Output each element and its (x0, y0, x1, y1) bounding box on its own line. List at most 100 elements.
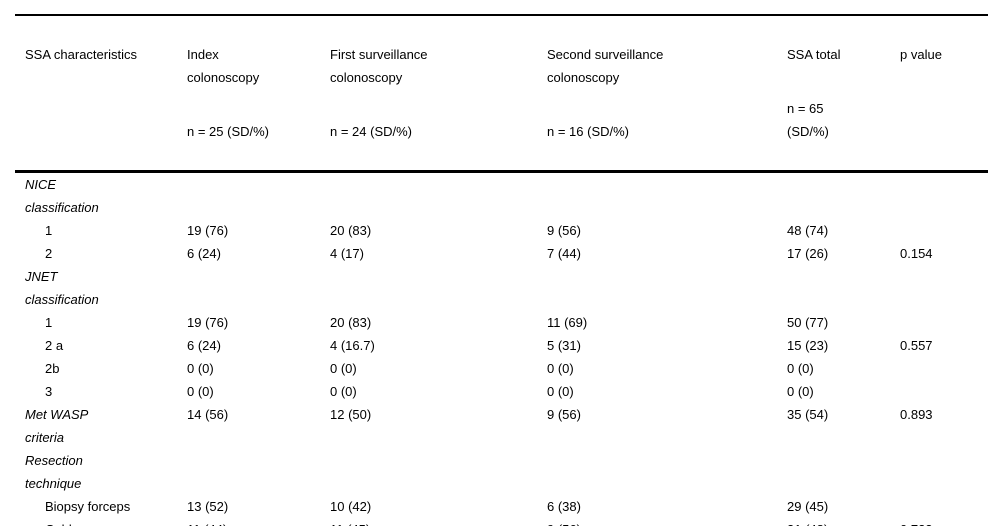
row-label-cell: 2 a (45, 338, 64, 353)
table-row: Met WASP criteria 14 (56) 12 (50) 9 (56) 35… (15, 403, 988, 449)
value-cell (787, 265, 900, 311)
p-value-cell (900, 219, 988, 242)
col-header-label: SSA characteristics (25, 47, 137, 62)
value-cell (330, 449, 547, 495)
table-row: 3 0 (0) 0 (0) 0 (0) 0 (0) (15, 380, 988, 403)
col-header-sub: n = 65 (SD/%) (787, 101, 829, 139)
col-header-p-value: p value (900, 15, 988, 172)
row-label-cell: 1 (45, 315, 53, 330)
value-cell: 0 (0) (547, 361, 574, 376)
value-cell: 29 (45) (787, 499, 829, 514)
header-row: SSA characteristics Index colonoscopy n … (15, 15, 988, 172)
value-cell (547, 172, 787, 220)
col-header-first-surveillance: First surveillance colonoscopy n = 24 (S… (330, 15, 547, 172)
value-cell (547, 449, 787, 495)
row-label-cell: 1 (45, 223, 53, 238)
value-cell: 11 (69) (547, 315, 588, 330)
p-value-cell (900, 380, 988, 403)
value-cell: 13 (52) (187, 499, 229, 514)
col-header-sub (25, 97, 187, 120)
row-label-cell: Cold snare (15, 518, 187, 526)
value-cell: 9 (56) (547, 518, 787, 526)
col-header-label: First surveillance colonoscopy (330, 47, 428, 85)
value-cell: 11 (44) (187, 518, 330, 526)
value-cell: 0 (0) (787, 384, 814, 399)
p-value-cell (900, 172, 988, 220)
value-cell: 4 (17) (330, 246, 364, 261)
value-cell: 50 (77) (787, 315, 829, 330)
value-cell: 9 (56) (547, 223, 581, 238)
value-cell: 15 (23) (787, 338, 829, 353)
value-cell: 48 (74) (787, 223, 829, 238)
p-value-cell (900, 357, 988, 380)
col-header-second-surveillance: Second surveillance colonoscopy n = 16 (… (547, 15, 787, 172)
value-cell: 9 (56) (547, 407, 581, 422)
table-row: 2 a 6 (24) 4 (16.7) 5 (31) 15 (23) 0.557 (15, 334, 988, 357)
table-body: NICE classification 1 19 (76) 20 (83) 9 (5… (15, 172, 988, 526)
value-cell: 31 (48) (787, 518, 900, 526)
col-header-ssa-characteristics: SSA characteristics (15, 15, 187, 172)
row-label-cell: Resection technique (25, 453, 83, 491)
col-header-label: Second surveillance colonoscopy (547, 47, 664, 85)
col-header-label: SSA total (787, 47, 841, 62)
value-cell: 11 (45) (330, 518, 547, 526)
row-label-cell: Met WASP criteria (25, 407, 89, 445)
table-row: 2b 0 (0) 0 (0) 0 (0) 0 (0) (15, 357, 988, 380)
value-cell: 6 (24) (187, 246, 221, 261)
p-value-cell (900, 449, 988, 495)
value-cell (547, 265, 787, 311)
value-cell: 0 (0) (547, 384, 574, 399)
table-row: NICE classification (15, 172, 988, 220)
value-cell: 19 (76) (187, 223, 229, 238)
value-cell (187, 449, 330, 495)
table-row: Cold snare 11 (44)11 (45)9 (56)31 (48)0.… (15, 518, 988, 526)
value-cell: 6 (24) (187, 338, 221, 353)
table-row: 1 19 (76) 20 (83) 9 (56) 48 (74) (15, 219, 988, 242)
value-cell: 0 (0) (187, 384, 214, 399)
col-header-sub: n = 16 (SD/%) (547, 124, 630, 139)
value-cell: 0 (0) (787, 361, 814, 376)
value-cell: 10 (42) (330, 499, 372, 514)
value-cell (330, 172, 547, 220)
p-value-cell (900, 265, 988, 311)
value-cell: 17 (26) (787, 246, 829, 261)
col-header-index-colonoscopy: Index colonoscopy n = 25 (SD/%) (187, 15, 330, 172)
row-label-cell: NICE classification (25, 177, 99, 215)
col-header-ssa-total: SSA total n = 65 (SD/%) (787, 15, 900, 172)
value-cell (787, 172, 900, 220)
p-value-cell (900, 311, 988, 334)
value-cell: 19 (76) (187, 315, 229, 330)
value-cell: 20 (83) (330, 315, 372, 330)
p-value-cell: 0.154 (900, 246, 933, 261)
value-cell: 0 (0) (187, 361, 214, 376)
table-row: 1 19 (76) 20 (83) 11 (69) 50 (77) (15, 311, 988, 334)
col-header-label: Index colonoscopy (187, 47, 260, 85)
row-label-cell: 2b (45, 361, 60, 376)
value-cell: 6 (38) (547, 499, 581, 514)
table-header: SSA characteristics Index colonoscopy n … (15, 15, 988, 172)
value-cell: 20 (83) (330, 223, 372, 238)
p-value-cell: 0.557 (900, 338, 933, 353)
value-cell: 14 (56) (187, 407, 229, 422)
table-row: 2 6 (24) 4 (17) 7 (44) 17 (26) 0.154 (15, 242, 988, 265)
value-cell: 0 (0) (330, 384, 357, 399)
value-cell: 0 (0) (330, 361, 357, 376)
value-cell: 4 (16.7) (330, 338, 375, 353)
col-header-sub (900, 97, 988, 120)
row-label-cell: 3 (45, 384, 53, 399)
p-value-cell (900, 495, 988, 518)
value-cell (787, 449, 900, 495)
value-cell (187, 172, 330, 220)
table-row: Resection technique (15, 449, 988, 495)
row-label-cell: Biopsy forceps (45, 499, 131, 514)
value-cell: 7 (44) (547, 246, 581, 261)
col-header-sub: n = 24 (SD/%) (330, 124, 413, 139)
col-header-sub: n = 25 (SD/%) (187, 124, 270, 139)
table-row: Biopsy forceps 13 (52) 10 (42) 6 (38) 29 (4… (15, 495, 988, 518)
p-value-cell: 0.722 (900, 518, 988, 526)
value-cell: 5 (31) (547, 338, 581, 353)
row-label-cell: 2 (45, 246, 53, 261)
ssa-characteristics-table: SSA characteristics Index colonoscopy n … (15, 14, 988, 526)
row-label-cell: JNET classification (25, 269, 99, 307)
